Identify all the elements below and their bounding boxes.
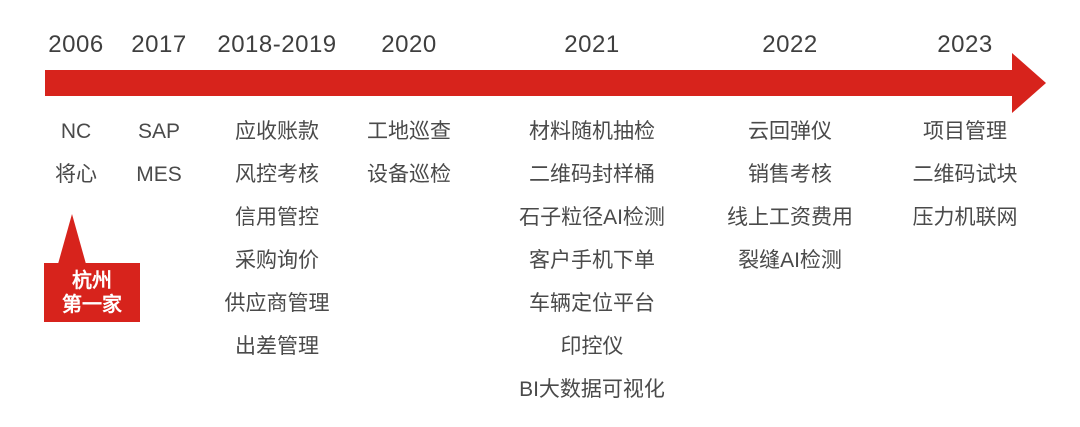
milestone-list: 应收账款风控考核信用管控采购询价供应商管理出差管理 xyxy=(217,110,336,368)
milestone-item: BI大数据可视化 xyxy=(519,378,665,401)
milestone-item: 应收账款 xyxy=(235,120,319,143)
milestone-item: 供应商管理 xyxy=(224,292,330,315)
timeline-column-2018-2019: 2018-2019 应收账款风控考核信用管控采购询价供应商管理出差管理 xyxy=(217,32,336,368)
timeline-column-2017: 2017 SAP MES xyxy=(131,32,186,196)
milestone-list: 项目管理二维码试块压力机联网 xyxy=(913,110,1018,239)
year-label: 2023 xyxy=(937,31,993,58)
callout-text-line: 杭州 xyxy=(72,269,112,292)
milestone-item: 采购询价 xyxy=(235,249,319,272)
milestone-item: 项目管理 xyxy=(923,120,1007,143)
callout-hangzhou-first: 杭州 第一家 xyxy=(44,263,140,322)
timeline-column-2023: 2023 项目管理二维码试块压力机联网 xyxy=(913,32,1018,239)
milestone-item: 工地巡查 xyxy=(367,120,451,143)
milestone-item: 二维码试块 xyxy=(912,163,1018,186)
year-label: 2017 xyxy=(131,31,187,58)
milestone-item: 客户手机下单 xyxy=(529,249,655,272)
milestone-item: NC xyxy=(60,120,92,143)
timeline-arrow-bar xyxy=(45,70,1013,96)
arrow-head-icon xyxy=(1012,53,1046,113)
year-label: 2006 xyxy=(48,31,104,58)
milestone-item: 二维码封样桶 xyxy=(529,163,655,186)
milestone-item: 线上工资费用 xyxy=(727,206,853,229)
milestone-list: 工地巡查 设备巡检 xyxy=(367,110,451,196)
milestone-list: SAP MES xyxy=(131,110,186,196)
milestone-item: 将心 xyxy=(54,163,97,186)
timeline-column-2021: 2021 材料随机抽检 二维码封样桶 石子粒径AI检测 客户手机下单 车辆定位平台 印控仪 B… xyxy=(519,32,665,411)
timeline-column-2006: 2006 NC 将心 xyxy=(48,32,103,196)
milestone-item: 出差管理 xyxy=(235,335,319,358)
callout-pointer-icon xyxy=(58,214,86,264)
milestone-list: 材料随机抽检 二维码封样桶 石子粒径AI检测 客户手机下单 车辆定位平台 印控仪 BI大数据… xyxy=(519,110,665,411)
milestone-item: 云回弹仪 xyxy=(748,120,832,143)
year-label: 2021 xyxy=(564,31,620,58)
milestone-item: 销售考核 xyxy=(748,163,832,186)
milestone-item: 裂缝AI检测 xyxy=(738,249,842,272)
milestone-item: 压力机联网 xyxy=(912,206,1018,229)
milestone-item: 印控仪 xyxy=(560,335,624,358)
milestone-item: 设备巡检 xyxy=(367,163,451,186)
milestone-item: 风控考核 xyxy=(235,163,319,186)
year-label: 2020 xyxy=(381,31,437,58)
timeline-column-2022: 2022 云回弹仪销售考核线上工资费用 裂缝AI检测 xyxy=(727,32,853,282)
year-label: 2022 xyxy=(762,31,818,58)
milestone-list: 云回弹仪销售考核线上工资费用 裂缝AI检测 xyxy=(727,110,853,282)
milestone-item: 石子粒径AI检测 xyxy=(519,206,665,229)
timeline-column-2020: 2020 工地巡查设备巡检 xyxy=(367,32,451,196)
milestone-item: SAP xyxy=(137,120,181,143)
year-label: 2018-2019 xyxy=(217,31,337,58)
callout-text-line: 第一家 xyxy=(62,293,122,316)
milestone-item: 材料随机抽检 xyxy=(529,120,655,143)
milestone-list: NC 将心 xyxy=(48,110,103,196)
milestone-item: 信用管控 xyxy=(235,206,319,229)
milestone-item: MES xyxy=(136,163,182,186)
milestone-item: 车辆定位平台 xyxy=(529,292,655,315)
